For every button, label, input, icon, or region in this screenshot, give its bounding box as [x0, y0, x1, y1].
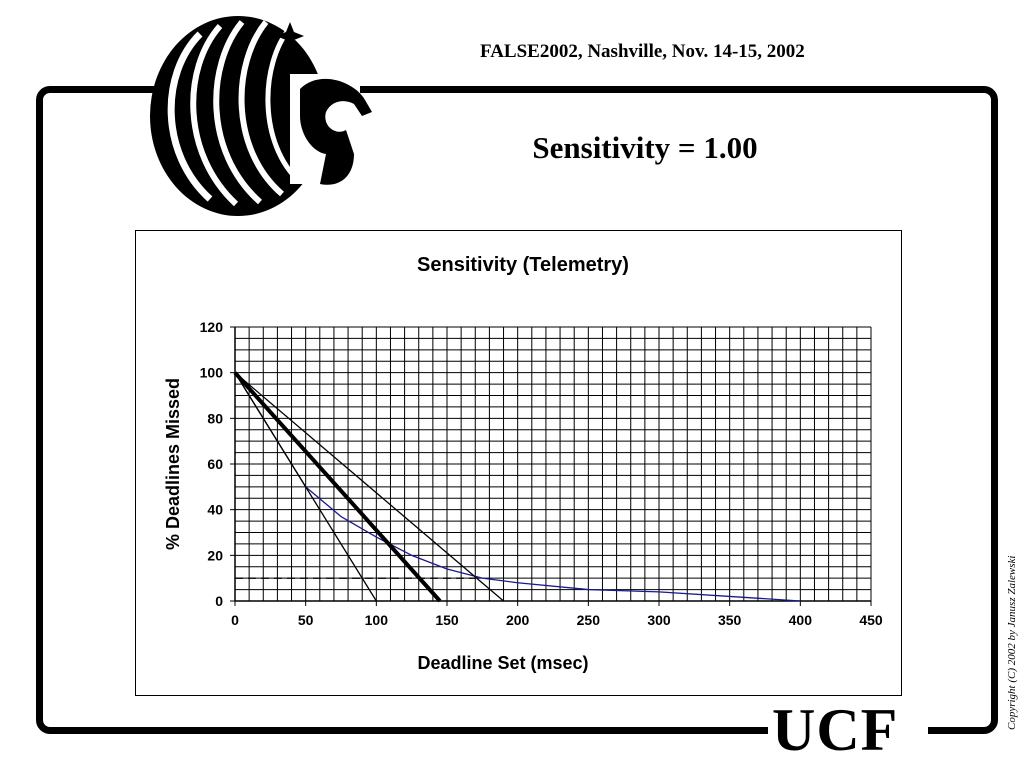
x-tick-label: 150	[435, 612, 459, 628]
series-line-2	[233, 371, 442, 603]
y-tick-label: 60	[207, 456, 223, 472]
x-tick-label: 0	[231, 612, 239, 628]
slide-title: Sensitivity = 1.00	[532, 130, 758, 165]
x-tick-label: 450	[859, 612, 883, 628]
x-tick-label: 400	[789, 612, 813, 628]
sensitivity-chart: Sensitivity (Telemetry)0 50 100 150 200 250 30…	[163, 254, 883, 673]
slide-frame	[36, 86, 998, 734]
wordmark-background	[768, 708, 928, 766]
pegasus-logo-icon	[150, 16, 372, 216]
y-axis-label: % Deadlines Missed	[163, 378, 183, 550]
y-tick-label: 40	[207, 502, 223, 518]
x-tick-label: 300	[647, 612, 671, 628]
x-tick-label: 350	[718, 612, 742, 628]
series-line-4	[234, 372, 504, 602]
chart-panel: Sensitivity (Telemetry) 0 50 100 150 200 250 30…	[135, 230, 902, 696]
x-tick-label: 200	[506, 612, 530, 628]
y-tick-label: 100	[200, 365, 224, 381]
x-tick-label: 50	[298, 612, 314, 628]
y-tick-label: 120	[200, 319, 224, 335]
conference-header: FALSE2002, Nashville, Nov. 14-15, 2002	[480, 41, 805, 62]
y-tick-label: 0	[215, 593, 223, 609]
y-tick-label: 20	[207, 547, 223, 563]
copyright-note: Copyright (C) 2002 by Janusz Zalewski	[1006, 555, 1018, 730]
ucf-wordmark: UCF	[772, 697, 899, 763]
chart-title: Sensitivity (Telemetry)	[417, 254, 629, 276]
series-line-3	[234, 372, 377, 602]
x-tick-label: 250	[577, 612, 601, 628]
x-axis-label: Deadline Set (msec)	[417, 653, 588, 673]
y-tick-label: 80	[207, 410, 223, 426]
x-tick-label: 100	[365, 612, 389, 628]
